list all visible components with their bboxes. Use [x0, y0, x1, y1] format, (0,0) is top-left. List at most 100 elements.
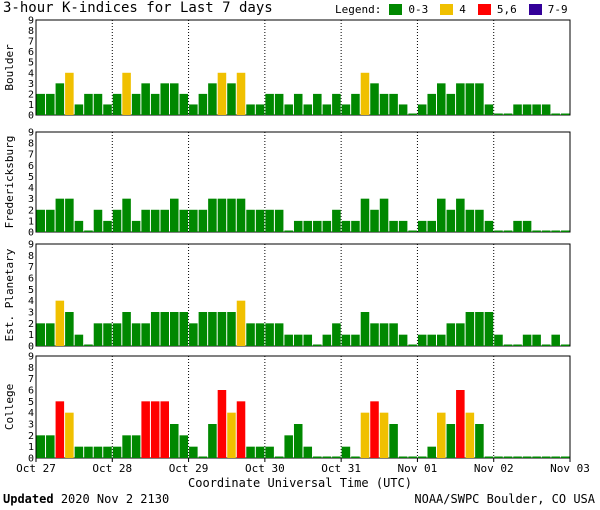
- k-bar: [494, 334, 503, 346]
- legend-swatch-quiet: [389, 4, 403, 15]
- k-bar: [208, 424, 217, 458]
- k-bar: [370, 83, 379, 115]
- k-bar: [179, 209, 189, 232]
- k-bar: [484, 104, 494, 115]
- k-bar: [398, 456, 408, 458]
- k-bar: [227, 198, 236, 232]
- k-bar: [456, 390, 465, 458]
- k-bar: [541, 230, 551, 232]
- k-bar: [227, 83, 236, 115]
- k-bar: [341, 104, 351, 115]
- k-bar: [179, 435, 189, 458]
- k-index-chart: 0123456789Boulder0123456789Fredericksbur…: [3, 16, 590, 476]
- k-bar: [408, 230, 417, 232]
- k-bar: [122, 312, 131, 346]
- k-bar: [446, 209, 456, 232]
- k-bar: [84, 446, 93, 458]
- y-tick-label: 0: [28, 342, 34, 353]
- k-bar: [417, 104, 427, 115]
- k-bar: [189, 209, 198, 232]
- k-bar: [255, 323, 265, 346]
- station-label: Boulder: [3, 44, 16, 91]
- k-bar: [141, 323, 150, 346]
- k-bar: [360, 72, 370, 115]
- updated-value: 2020 Nov 2 2130: [60, 492, 170, 506]
- k-bar: [522, 334, 532, 346]
- k-bar: [227, 312, 236, 346]
- k-bar: [484, 312, 494, 346]
- k-bar: [417, 220, 427, 232]
- k-bar: [437, 412, 446, 458]
- k-bar: [351, 334, 360, 346]
- k-bar: [150, 312, 160, 346]
- k-bar: [313, 456, 322, 458]
- k-bar: [551, 113, 560, 115]
- k-bar: [503, 113, 513, 115]
- x-tick-label: Oct 30: [245, 462, 285, 475]
- k-bar: [160, 209, 169, 232]
- x-tick-label: Nov 03: [550, 462, 590, 475]
- k-bar: [131, 323, 141, 346]
- k-bar: [532, 230, 541, 232]
- k-bar: [36, 435, 46, 458]
- k-bar: [456, 83, 465, 115]
- k-bar: [36, 93, 46, 115]
- k-bar: [208, 198, 217, 232]
- k-bar: [293, 334, 303, 346]
- y-tick-label: 0: [28, 228, 34, 239]
- k-bar: [389, 220, 398, 232]
- k-bar: [189, 104, 198, 115]
- y-tick-label: 3: [28, 308, 34, 319]
- k-bar: [246, 209, 255, 232]
- legend-item-k4: 4: [440, 3, 466, 16]
- k-bar: [427, 446, 436, 458]
- k-bar: [379, 323, 389, 346]
- k-bar: [494, 230, 503, 232]
- k-bar: [274, 209, 284, 232]
- k-bar: [456, 323, 465, 346]
- k-bar: [322, 334, 332, 346]
- k-bar: [513, 104, 522, 115]
- k-bar: [389, 93, 398, 115]
- k-bar: [55, 83, 65, 115]
- k-bar: [170, 312, 179, 346]
- k-bar: [74, 104, 84, 115]
- legend-text-k4: 4: [459, 3, 466, 16]
- k-bar: [370, 209, 379, 232]
- k-bar: [160, 83, 169, 115]
- k-bar: [332, 456, 341, 458]
- k-bar: [103, 323, 112, 346]
- y-tick-label: 9: [28, 128, 34, 139]
- k-bar: [274, 456, 284, 458]
- y-tick-label: 4: [28, 183, 34, 194]
- k-bar: [427, 220, 436, 232]
- k-bar: [46, 209, 55, 232]
- y-tick-label: 7: [28, 374, 34, 385]
- k-bar: [370, 323, 379, 346]
- k-bar: [341, 334, 351, 346]
- k-bar: [150, 401, 160, 458]
- k-bar: [379, 198, 389, 232]
- k-bar: [36, 209, 46, 232]
- k-bar: [465, 412, 475, 458]
- y-tick-label: 8: [28, 363, 34, 374]
- k-bar: [541, 456, 551, 458]
- k-bar: [341, 446, 351, 458]
- k-bar: [265, 323, 274, 346]
- y-tick-label: 1: [28, 100, 34, 111]
- k-bar: [103, 220, 112, 232]
- station-label: Fredericksburg: [3, 136, 16, 229]
- k-bar: [313, 344, 322, 346]
- k-bar: [303, 446, 313, 458]
- chart-title: 3-hour K-indices for Last 7 days: [3, 0, 273, 16]
- k-bar: [217, 198, 227, 232]
- k-bar: [332, 209, 341, 232]
- k-bar: [389, 323, 398, 346]
- k-bar: [465, 312, 475, 346]
- k-bar: [141, 83, 150, 115]
- k-bar: [265, 209, 274, 232]
- legend-label: Legend:: [335, 3, 382, 16]
- k-bar: [55, 401, 65, 458]
- k-bar: [475, 424, 484, 458]
- k-bar: [46, 435, 55, 458]
